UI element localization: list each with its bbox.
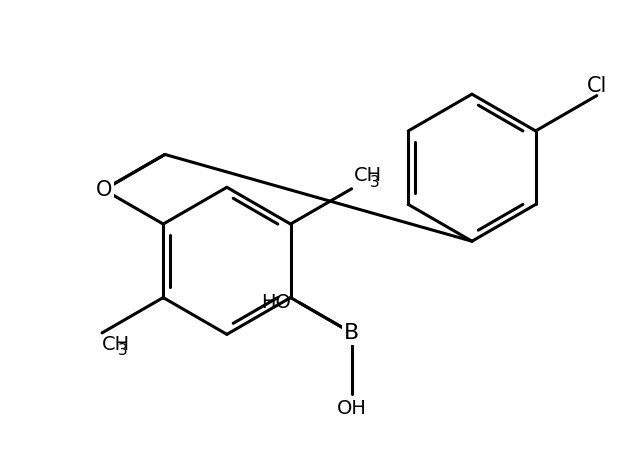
Text: O: O [95,180,112,200]
Text: HO: HO [261,293,291,312]
Text: 3: 3 [118,342,128,358]
Text: CH: CH [354,166,381,185]
Text: Cl: Cl [587,76,607,96]
Text: OH: OH [337,399,367,418]
Text: CH: CH [102,335,130,354]
Text: 3: 3 [369,175,379,190]
Text: B: B [344,323,359,343]
